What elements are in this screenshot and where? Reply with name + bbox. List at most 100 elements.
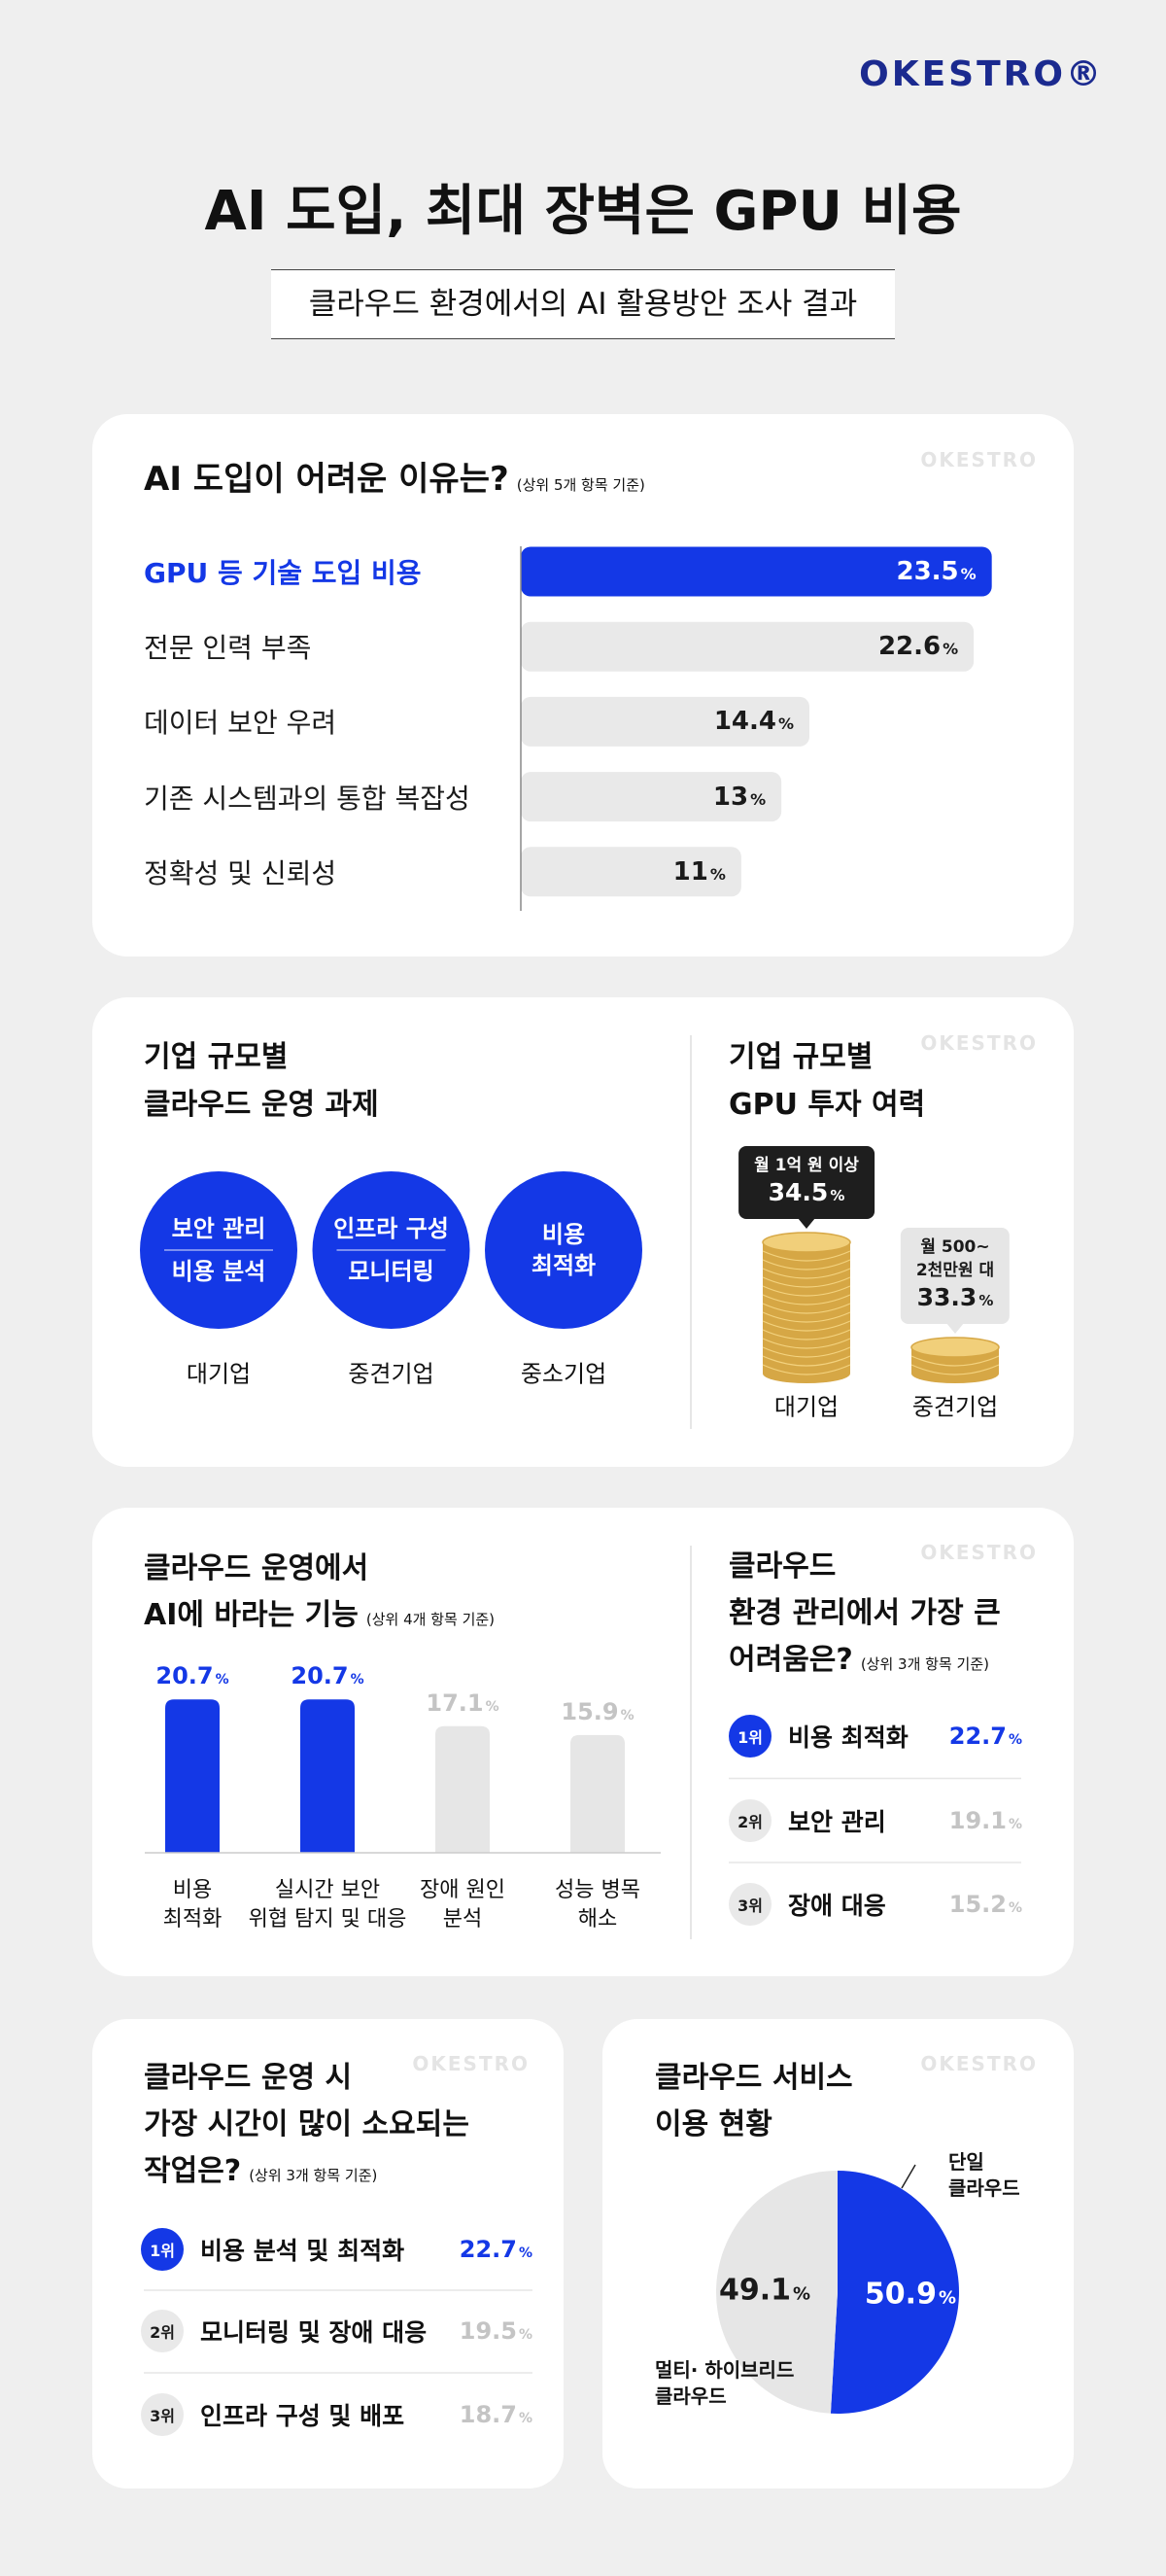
rank-label: 2위 bbox=[737, 1813, 763, 1831]
bar bbox=[521, 621, 975, 672]
bar bbox=[435, 1725, 490, 1853]
bar-value-label: 11% bbox=[673, 857, 726, 887]
category-label: 비용 최적화 bbox=[788, 1723, 909, 1752]
rank-label: 3위 bbox=[737, 1897, 763, 1915]
chart-title-block: 클라우드 운영에서 AI에 바라는 기능 (상위 4개 항목 기준) bbox=[144, 1546, 495, 1643]
bar bbox=[521, 546, 992, 597]
value-unit: % bbox=[1008, 1900, 1022, 1916]
value-label: 13% bbox=[713, 783, 766, 812]
value-unit: % bbox=[793, 2283, 811, 2305]
value-unit: % bbox=[709, 864, 726, 884]
value-number: 22.6 bbox=[877, 632, 942, 662]
company-label: 중소기업 bbox=[520, 1360, 607, 1388]
category-label: GPU 등 기술 도입 비용 bbox=[144, 557, 422, 589]
task-label: 인프라 구성 bbox=[333, 1215, 449, 1242]
coin bbox=[763, 1242, 850, 1374]
coin-edge bbox=[762, 1250, 851, 1262]
page-subtitle: 클라우드 환경에서의 AI 활용방안 조사 결과 bbox=[271, 269, 895, 339]
chart-note: (상위 3개 항목 기준) bbox=[860, 1655, 989, 1673]
callout-label: 월 1억 원 이상 bbox=[754, 1156, 859, 1175]
chart-title: AI 도입이 어려운 이유는? bbox=[144, 460, 509, 499]
value-unit: % bbox=[1008, 1817, 1022, 1832]
bar bbox=[570, 1734, 625, 1853]
rank-badge bbox=[141, 2393, 184, 2436]
value-label: 17.1% bbox=[426, 1689, 498, 1717]
bar-value-label: 15.9% bbox=[561, 1698, 634, 1725]
coin-edge bbox=[762, 1355, 851, 1367]
value-unit: % bbox=[215, 1672, 229, 1688]
value-label: 50.9% bbox=[865, 2278, 956, 2312]
rank-value-label: 19.5% bbox=[460, 2317, 532, 2345]
card bbox=[92, 2019, 564, 2489]
coin-edge bbox=[762, 1268, 851, 1279]
company-label: 중견기업 bbox=[911, 1393, 999, 1421]
value-label: 18.7% bbox=[460, 2401, 532, 2428]
logo: OKESTRO® bbox=[859, 54, 1104, 94]
value-number: 50.9 bbox=[864, 2277, 937, 2312]
slice-category-label: 멀티· 하이브리드 클라우드 bbox=[655, 2358, 795, 2408]
coin-edge bbox=[910, 1364, 1000, 1375]
chart-note: (상위 4개 항목 기준) bbox=[365, 1611, 496, 1628]
bar-value-label: 20.7% bbox=[291, 1662, 363, 1689]
callout: 월 500~ 2천만원 대 33.3% bbox=[900, 1228, 1011, 1324]
chart-title: 클라우드 서비스 이용 현황 bbox=[655, 2061, 853, 2141]
value-unit: % bbox=[620, 1707, 634, 1723]
coin bbox=[762, 1232, 851, 1253]
category-label: 인프라 구성 및 배포 bbox=[200, 2402, 405, 2430]
watermark: OKESTRO bbox=[920, 1031, 1038, 1055]
bar-value-label: 20.7% bbox=[155, 1662, 228, 1689]
watermark: OKESTRO bbox=[412, 2052, 530, 2075]
value-unit: % bbox=[518, 2327, 532, 2343]
coin-edge bbox=[762, 1259, 851, 1271]
task-label: 모니터링 bbox=[348, 1258, 434, 1285]
coin-edge bbox=[762, 1320, 851, 1332]
coin-edge bbox=[762, 1285, 851, 1297]
slice-value-label: 49.1% bbox=[719, 2273, 810, 2307]
value-label: 15.2% bbox=[949, 1891, 1022, 1918]
coin-edge bbox=[762, 1303, 851, 1314]
value-number: 17.1 bbox=[426, 1688, 484, 1717]
category-label: 비용 분석 및 최적화 bbox=[200, 2237, 405, 2265]
task-label: 비용 분석 bbox=[171, 1258, 266, 1285]
value-label: 14.4% bbox=[714, 707, 794, 736]
rank-badge bbox=[729, 1883, 772, 1926]
callout-pointer bbox=[798, 1218, 815, 1229]
watermark: OKESTRO bbox=[920, 448, 1038, 471]
task-label: 비용 최적화 bbox=[531, 1221, 597, 1279]
chart-title-block: 클라우드 서비스 이용 현황 bbox=[655, 2055, 853, 2148]
rank-value-label: 18.7% bbox=[460, 2401, 532, 2428]
pie-slice bbox=[715, 2171, 838, 2414]
rank-badge bbox=[141, 2228, 184, 2271]
value-unit: % bbox=[518, 2411, 532, 2426]
value-number: 33.3 bbox=[916, 1283, 977, 1311]
value-label: 33.3% bbox=[916, 1282, 994, 1316]
value-number: 22.7 bbox=[948, 1723, 1007, 1750]
value-unit: % bbox=[978, 1292, 994, 1309]
bar bbox=[521, 696, 809, 747]
value-label: 20.7% bbox=[291, 1662, 363, 1689]
slice-value-label: 50.9% bbox=[865, 2278, 956, 2312]
category-label: 데이터 보안 우려 bbox=[144, 707, 337, 740]
value-unit: % bbox=[777, 714, 794, 734]
coin-edge bbox=[762, 1294, 851, 1305]
slice-category-label: 단일 클라우드 bbox=[948, 2150, 1020, 2200]
bar bbox=[521, 772, 782, 822]
company-label: 대기업 bbox=[773, 1393, 840, 1421]
bar bbox=[300, 1699, 355, 1853]
rank-label: 2위 bbox=[150, 2323, 175, 2342]
rank-value-label: 15.2% bbox=[949, 1891, 1022, 1918]
value-number: 20.7 bbox=[291, 1662, 349, 1690]
value-label: 15.9% bbox=[561, 1698, 634, 1725]
value-label: 22.7% bbox=[949, 1723, 1022, 1750]
rank-label: 3위 bbox=[150, 2407, 175, 2425]
watermark: OKESTRO bbox=[920, 1541, 1038, 1564]
value-unit: % bbox=[830, 1187, 845, 1204]
value-unit: % bbox=[518, 2245, 532, 2261]
chart-title-block: AI 도입이 어려운 이유는? (상위 5개 항목 기준) bbox=[144, 453, 645, 511]
value-number: 22.7 bbox=[459, 2236, 517, 2263]
rank-badge bbox=[729, 1715, 772, 1758]
bar-value-label: 17.1% bbox=[426, 1689, 498, 1717]
value-number: 14.4 bbox=[713, 707, 776, 737]
value-number: 20.7 bbox=[155, 1662, 214, 1690]
value-label: 23.5% bbox=[897, 557, 977, 586]
